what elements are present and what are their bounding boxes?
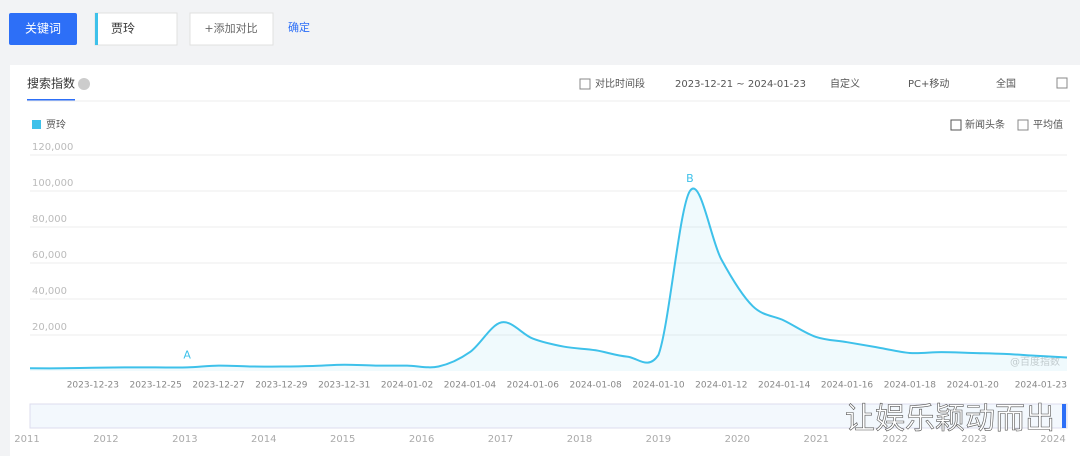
watermark: @百度指数 xyxy=(1010,355,1060,368)
keyword-input-text[interactable]: 贾玲 xyxy=(111,22,135,36)
overlay-text: 让娱乐颖动而出 xyxy=(845,402,1055,437)
x-tick-label: 2024-01-18 xyxy=(884,381,937,391)
timeline-handle[interactable] xyxy=(1062,404,1066,428)
legend-swatch xyxy=(32,120,41,129)
timeline-year: 2018 xyxy=(567,434,592,445)
keyword-button-text[interactable]: 关键词 xyxy=(25,22,61,36)
compare-label[interactable]: 对比时间段 xyxy=(595,77,645,90)
timeline[interactable] xyxy=(29,403,1068,429)
tab[interactable]: 搜索指数 xyxy=(27,76,75,91)
date-range[interactable]: 2023-12-21 ~ 2024-01-23 xyxy=(675,79,806,90)
compare-checkbox[interactable] xyxy=(579,78,591,90)
news-label[interactable]: 新闻头条 xyxy=(965,118,1005,131)
confirm-link[interactable]: 确定 xyxy=(288,20,310,34)
y-tick-label: 120,000 xyxy=(32,142,73,153)
x-tick-label: 2023-12-27 xyxy=(192,381,244,391)
x-tick-label: 2023-12-29 xyxy=(255,381,308,391)
timeline-year: 2021 xyxy=(804,434,829,445)
y-tick-label: 60,000 xyxy=(32,250,67,261)
input-accent xyxy=(95,13,98,45)
annotation: A xyxy=(183,348,191,361)
y-tick-label: 100,000 xyxy=(32,178,73,189)
x-tick-label: 2024-01-02 xyxy=(381,381,433,391)
timeline-year: 2022 xyxy=(882,434,907,445)
export-icon[interactable] xyxy=(1056,77,1068,89)
annotation: B xyxy=(686,172,694,185)
x-tick-label: 2024-01-23 xyxy=(1015,381,1067,391)
timeline-year: 2019 xyxy=(646,434,671,445)
timeline-year: 2015 xyxy=(330,434,355,445)
line xyxy=(29,187,1068,370)
custom-select[interactable]: 自定义 xyxy=(830,77,860,90)
x-tick-label: 2023-12-31 xyxy=(318,381,370,391)
timeline-year: 2023 xyxy=(961,434,986,445)
average-checkbox[interactable] xyxy=(1017,119,1029,131)
device-select[interactable]: PC+移动 xyxy=(908,77,949,90)
keyword-input[interactable] xyxy=(94,12,178,46)
x-tick-label: 2024-01-04 xyxy=(444,381,497,391)
average-label[interactable]: 平均值 xyxy=(1033,118,1063,131)
timeline-year: 2017 xyxy=(488,434,513,445)
card xyxy=(10,65,1080,456)
y-tick-label: 80,000 xyxy=(32,214,67,225)
legend-label: 贾玲 xyxy=(46,119,66,131)
x-tick-label: 2023-12-25 xyxy=(130,381,182,391)
timeline-year: 2011 xyxy=(14,434,39,445)
timeline-year: 2012 xyxy=(93,434,118,445)
x-tick-label: 2024-01-10 xyxy=(632,381,685,391)
region-select[interactable]: 全国 xyxy=(996,77,1016,90)
news-checkbox[interactable] xyxy=(950,119,962,131)
x-tick-label: 2024-01-16 xyxy=(821,381,874,391)
timeline-year: 2020 xyxy=(725,434,750,445)
chart: 20,000 40,000 60,000 80,000 100,000 120,000 20… xyxy=(29,142,1068,391)
timeline-year: 2013 xyxy=(172,434,197,445)
y-tick-label: 40,000 xyxy=(32,286,67,297)
timeline-year: 2014 xyxy=(251,434,276,445)
add-compare[interactable] xyxy=(189,12,274,46)
x-tick-label: 2024-01-20 xyxy=(947,381,1000,391)
x-tick-label: 2024-01-14 xyxy=(758,381,811,391)
timeline-year: 2016 xyxy=(409,434,434,445)
tab-underline xyxy=(27,99,75,101)
x-tick-label: 2023-12-23 xyxy=(67,381,119,391)
timeline-year: 2024 xyxy=(1040,434,1065,445)
x-tick-label: 2024-01-12 xyxy=(695,381,747,391)
keyword-button[interactable] xyxy=(9,13,77,45)
y-tick-label: 20,000 xyxy=(32,322,67,333)
add-compare-text[interactable]: +添加对比 xyxy=(204,21,257,35)
help-icon[interactable] xyxy=(78,78,90,90)
x-tick-label: 2024-01-08 xyxy=(569,381,622,391)
x-tick-label: 2024-01-06 xyxy=(507,381,560,391)
